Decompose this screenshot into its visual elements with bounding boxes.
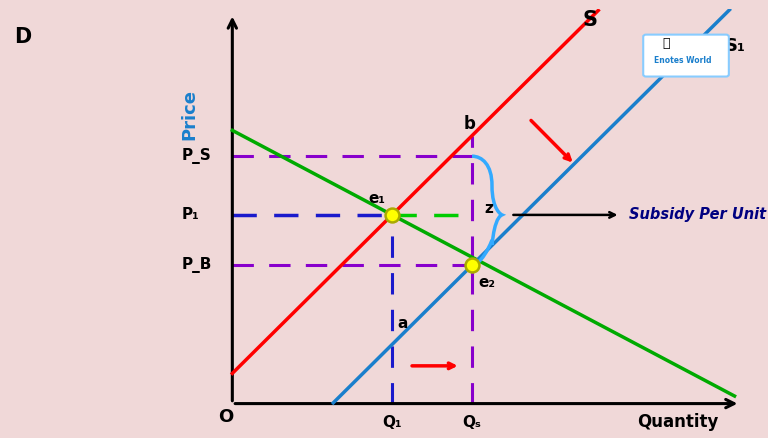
- Text: P_S: P_S: [182, 148, 212, 164]
- Text: P_B: P_B: [182, 257, 213, 273]
- Text: b: b: [463, 115, 475, 133]
- Text: S₁: S₁: [724, 37, 745, 55]
- Text: Enotes World: Enotes World: [654, 56, 712, 65]
- Text: Qₛ: Qₛ: [462, 415, 482, 430]
- Text: Subsidy Per Unit: Subsidy Per Unit: [629, 208, 766, 223]
- Text: Price: Price: [180, 89, 198, 140]
- Text: e₁: e₁: [368, 191, 385, 206]
- Text: Quantity: Quantity: [637, 413, 718, 431]
- Text: S: S: [582, 10, 598, 30]
- Text: a: a: [398, 316, 409, 331]
- FancyBboxPatch shape: [644, 35, 729, 77]
- Text: 📖: 📖: [662, 37, 670, 50]
- Text: D: D: [14, 27, 31, 47]
- Text: e₂: e₂: [479, 275, 496, 290]
- Text: O: O: [218, 409, 233, 427]
- Text: Q₁: Q₁: [382, 415, 402, 430]
- Text: P₁: P₁: [182, 208, 200, 223]
- Text: z: z: [485, 201, 494, 216]
